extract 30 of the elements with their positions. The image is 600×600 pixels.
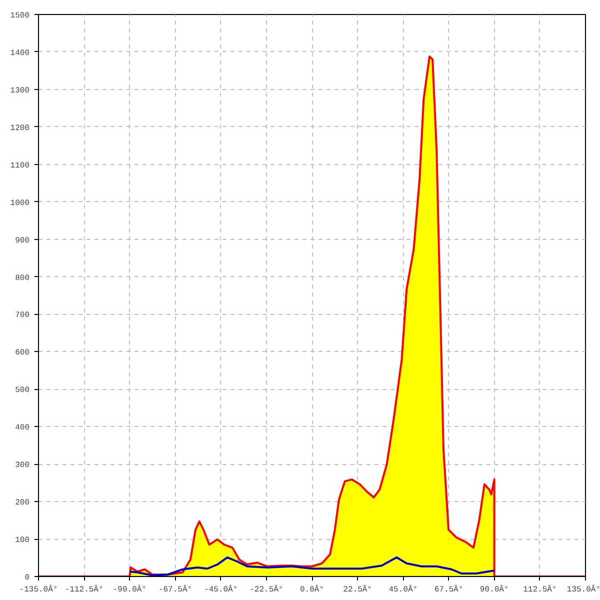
y-tick-label: 500 <box>15 386 30 396</box>
y-tick-label: 1300 <box>10 86 30 96</box>
x-tick-label: -22.5Â° <box>250 584 284 594</box>
x-tick-label: 112.5Â° <box>523 584 557 594</box>
x-tick-label: 67.5Â° <box>434 584 464 594</box>
y-tick-label: 1100 <box>10 161 30 170</box>
x-tick-label: -67.5Â° <box>158 584 192 594</box>
y-tick-label: 1000 <box>10 198 30 208</box>
x-tick-label: 0.0Â° <box>300 584 324 594</box>
y-tick-label: 1200 <box>10 124 30 133</box>
x-tick-label: 22.5Â° <box>343 584 372 594</box>
y-tick-label: 1400 <box>10 48 30 58</box>
y-tick-label: 100 <box>15 536 30 546</box>
y-tick-label: 700 <box>15 311 30 320</box>
y-tick-label: 300 <box>15 461 30 470</box>
y-tick-label: 1500 <box>10 12 30 20</box>
x-tick-label: -45.0Â° <box>204 584 238 594</box>
x-tick-label: 135.0Â° <box>566 584 600 594</box>
x-tick-label: -90.0Â° <box>112 584 146 594</box>
y-tick-label: 400 <box>15 424 30 433</box>
y-tick-label: 600 <box>15 348 30 358</box>
x-tick-label: 90.0Â° <box>480 584 509 594</box>
y-tick-label: 800 <box>15 274 30 283</box>
x-tick-label: -135.0Â° <box>19 584 58 594</box>
x-tick-label: 45.0Â° <box>388 584 418 594</box>
y-tick-label: 200 <box>15 498 30 508</box>
line-series <box>128 556 496 576</box>
y-tick-label: 900 <box>15 236 30 246</box>
x-tick-label: -112.5Â° <box>64 584 104 594</box>
y-tick-label: 0 <box>24 574 30 582</box>
